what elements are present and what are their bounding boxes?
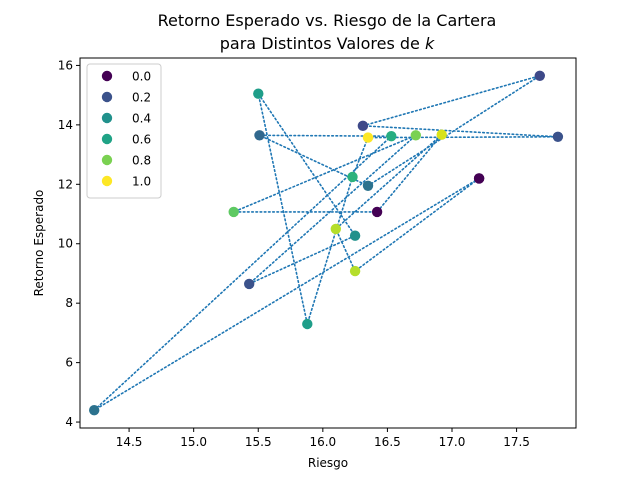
legend-label-2: 0.4 [132,112,151,126]
chart-title-line2: para Distintos Valores de k [220,34,435,53]
legend-marker-0 [101,70,113,82]
x-tick-label-0: 14.5 [116,435,143,449]
legend-marker-4 [101,154,113,166]
data-point-3 [254,130,265,141]
data-point-1 [89,405,100,416]
x-tick-label-2: 15.5 [245,435,272,449]
y-axis-label: Retorno Esperado [32,190,46,297]
y-axis-ticks: 4 6 8 10 12 14 16 [58,58,80,429]
x-tick-label-4: 16.5 [374,435,401,449]
legend-label-4: 0.8 [132,154,151,168]
chart-title-variable: k [425,34,435,53]
data-point-2 [386,131,397,142]
y-tick-label-5: 14 [58,118,73,132]
data-point-17 [436,129,447,140]
data-point-7 [552,131,564,142]
data-point-16 [371,206,383,218]
data-point-18 [330,223,341,235]
plot-frame [79,57,577,429]
data-point-19 [349,265,361,277]
data-point-8 [362,132,374,143]
y-tick-label-3: 10 [58,237,73,251]
data-point-4 [362,180,374,191]
chart-title-line2-prefix: para Distintos Valores de [220,34,425,53]
y-tick-label-4: 12 [58,177,73,191]
x-tick-label-5: 17.0 [439,435,466,449]
data-point-13 [244,278,255,290]
legend-marker-5 [101,175,113,187]
x-tick-label-6: 17.5 [503,435,530,449]
legend-label-0: 0.0 [132,70,151,84]
data-point-12 [349,230,361,241]
series-line [93,75,558,411]
y-tick-label-2: 8 [65,296,73,310]
data-point-14 [410,130,421,141]
chart-title-line1: Retorno Esperado vs. Riesgo de la Carter… [158,11,497,30]
legend-label-1: 0.2 [132,91,151,105]
legend-marker-1 [101,91,113,103]
y-tick-label-6: 16 [58,58,73,72]
x-axis-label: Riesgo [308,456,348,470]
data-points [89,70,564,416]
y-tick-label-0: 4 [65,415,73,429]
connecting-lines [93,75,558,411]
data-point-5 [534,70,545,82]
data-point-11 [253,88,264,99]
data-point-9 [347,171,358,183]
data-point-6 [357,120,369,131]
data-point-20 [473,173,485,184]
y-tick-label-1: 6 [65,356,73,370]
data-point-10 [302,318,313,330]
legend: 0.0 0.2 0.4 0.6 0.8 1.0 [86,63,162,199]
legend-label-3: 0.6 [132,133,151,147]
x-axis-ticks: 14.5 15.0 15.5 16.0 16.5 17.0 17.5 [116,428,530,449]
legend-marker-3 [101,133,113,145]
x-tick-label-1: 15.0 [180,435,207,449]
legend-marker-2 [101,112,113,124]
x-tick-label-3: 16.0 [309,435,336,449]
data-point-15 [228,206,239,218]
legend-label-5: 1.0 [132,175,151,189]
